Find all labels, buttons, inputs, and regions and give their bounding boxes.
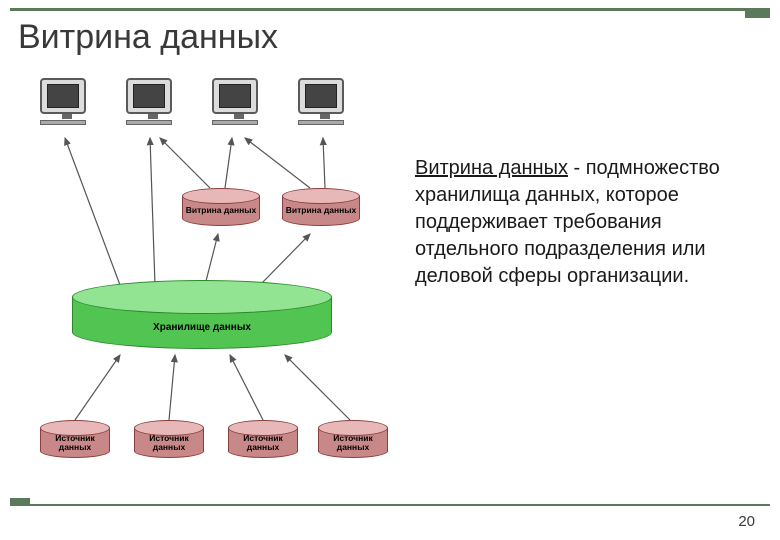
page-title: Витрина данных (18, 18, 278, 57)
client-terminal (40, 78, 94, 132)
client-terminal (298, 78, 352, 132)
data-mart-node: Витрина данных (282, 188, 360, 230)
cylinder-icon (182, 188, 260, 204)
footer-rule (10, 504, 770, 506)
monitor-icon (40, 78, 86, 114)
cylinder-icon (228, 420, 298, 436)
page-number: 20 (738, 513, 755, 530)
cylinder-icon (72, 280, 332, 314)
cylinder-icon (318, 420, 388, 436)
cylinder-icon (134, 420, 204, 436)
data-warehouse-node: Хранилище данных (72, 280, 332, 350)
definition-text: Витрина данных - подмножество хранилища … (415, 155, 755, 290)
monitor-icon (126, 78, 172, 114)
cylinder-icon (40, 420, 110, 436)
cylinder-icon (282, 188, 360, 204)
client-terminal (212, 78, 266, 132)
data-source-node: Источник данных (40, 420, 110, 462)
header-rule (10, 8, 770, 11)
data-mart-node: Витрина данных (182, 188, 260, 230)
datamart-diagram: Витрина данных Витрина данных Хранилище … (10, 70, 410, 480)
data-source-node: Источник данных (228, 420, 298, 462)
monitor-icon (298, 78, 344, 114)
client-terminal (126, 78, 180, 132)
footer-accent (10, 498, 30, 506)
data-source-node: Источник данных (134, 420, 204, 462)
header-accent (745, 8, 770, 18)
definition-term: Витрина данных (415, 157, 568, 179)
data-source-node: Источник данных (318, 420, 388, 462)
monitor-icon (212, 78, 258, 114)
